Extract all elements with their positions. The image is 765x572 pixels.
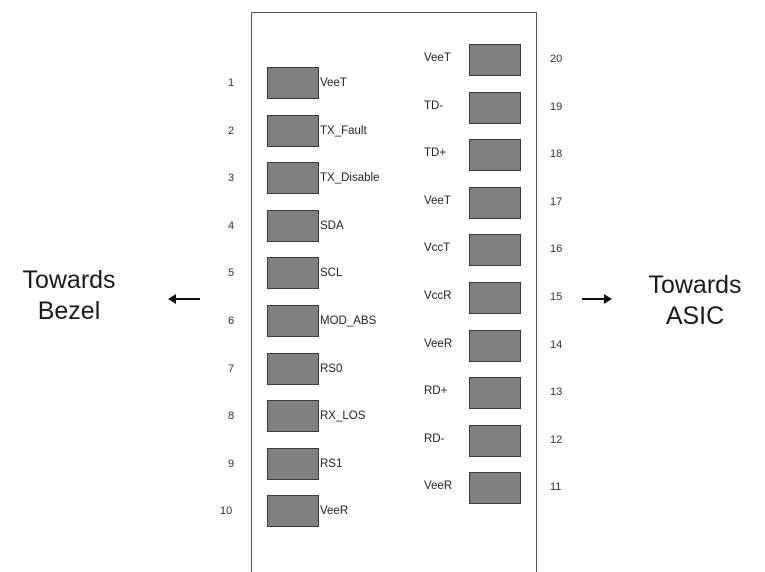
right-pin-pad xyxy=(469,187,521,219)
right-pin-number: 17 xyxy=(550,196,563,208)
left-pin-pad xyxy=(267,210,319,242)
right-pin-label: VeeR xyxy=(424,480,453,492)
right-pin-pad xyxy=(469,44,521,76)
right-pin-number: 19 xyxy=(550,101,563,113)
left-pin-label: TX_Fault xyxy=(320,125,367,137)
right-pin-pad xyxy=(469,234,521,266)
left-pin-label: SDA xyxy=(320,220,344,232)
left-pin-pad xyxy=(267,305,319,337)
towards-bezel-line-2: Bezel xyxy=(37,297,101,325)
left-pin-number: 6 xyxy=(228,315,235,327)
left-pin-number: 10 xyxy=(220,505,233,517)
left-pin-pad xyxy=(267,495,319,527)
connector-outline xyxy=(251,12,537,572)
left-pin-label: VeeR xyxy=(320,505,349,517)
left-pin-number: 7 xyxy=(228,363,235,375)
left-pin-label: RX_LOS xyxy=(320,410,366,422)
right-pin-pad xyxy=(469,425,521,457)
right-pin-number: 13 xyxy=(550,386,563,398)
left-pin-pad xyxy=(267,400,319,432)
left-pin-label: RS0 xyxy=(320,363,343,375)
left-pin-number: 5 xyxy=(228,267,235,279)
left-pin-pad xyxy=(267,162,319,194)
right-pin-number: 14 xyxy=(550,339,563,351)
right-pin-pad xyxy=(469,139,521,171)
right-pin-number: 16 xyxy=(550,243,563,255)
left-pin-pad xyxy=(267,257,319,289)
left-pin-number: 2 xyxy=(228,125,235,137)
left-arrow-icon xyxy=(168,294,200,304)
right-pin-label: TD- xyxy=(424,100,444,112)
right-pin-label: VccT xyxy=(424,242,451,254)
right-pin-label: VeeT xyxy=(424,195,451,207)
right-pin-label: VeeT xyxy=(424,52,451,64)
left-pin-number: 1 xyxy=(228,77,235,89)
left-pin-number: 8 xyxy=(228,410,235,422)
left-pin-label: RS1 xyxy=(320,458,343,470)
left-pin-label: SCL xyxy=(320,267,343,279)
towards-bezel-label: Towards Bezel xyxy=(8,265,130,327)
right-pin-number: 18 xyxy=(550,148,563,160)
left-pin-pad xyxy=(267,353,319,385)
right-pin-pad xyxy=(469,282,521,314)
towards-asic-line-2: ASIC xyxy=(665,302,725,330)
left-pin-label: TX_Disable xyxy=(320,172,380,184)
towards-asic-label: Towards ASIC xyxy=(640,270,750,332)
left-pin-pad xyxy=(267,67,319,99)
right-pin-number: 15 xyxy=(550,291,563,303)
left-pin-label: MOD_ABS xyxy=(320,315,377,327)
right-pin-pad xyxy=(469,472,521,504)
right-pin-number: 12 xyxy=(550,434,563,446)
right-pin-label: VeeR xyxy=(424,338,453,350)
left-pin-pad xyxy=(267,115,319,147)
left-pin-number: 9 xyxy=(228,458,235,470)
right-pin-pad xyxy=(469,330,521,362)
left-pin-label: VeeT xyxy=(320,77,347,89)
right-pin-number: 20 xyxy=(550,53,563,65)
left-pin-pad xyxy=(267,448,319,480)
right-arrow-icon xyxy=(582,294,612,304)
right-pin-number: 11 xyxy=(550,481,562,493)
right-pin-label: VccR xyxy=(424,290,452,302)
towards-bezel-line-1: Towards xyxy=(22,266,116,294)
towards-asic-line-1: Towards xyxy=(648,271,742,299)
right-pin-label: RD- xyxy=(424,433,445,445)
left-pin-number: 4 xyxy=(228,220,235,232)
right-pin-label: TD+ xyxy=(424,147,447,159)
right-pin-pad xyxy=(469,377,521,409)
right-pin-pad xyxy=(469,92,521,124)
right-pin-label: RD+ xyxy=(424,385,448,397)
left-pin-number: 3 xyxy=(228,172,235,184)
